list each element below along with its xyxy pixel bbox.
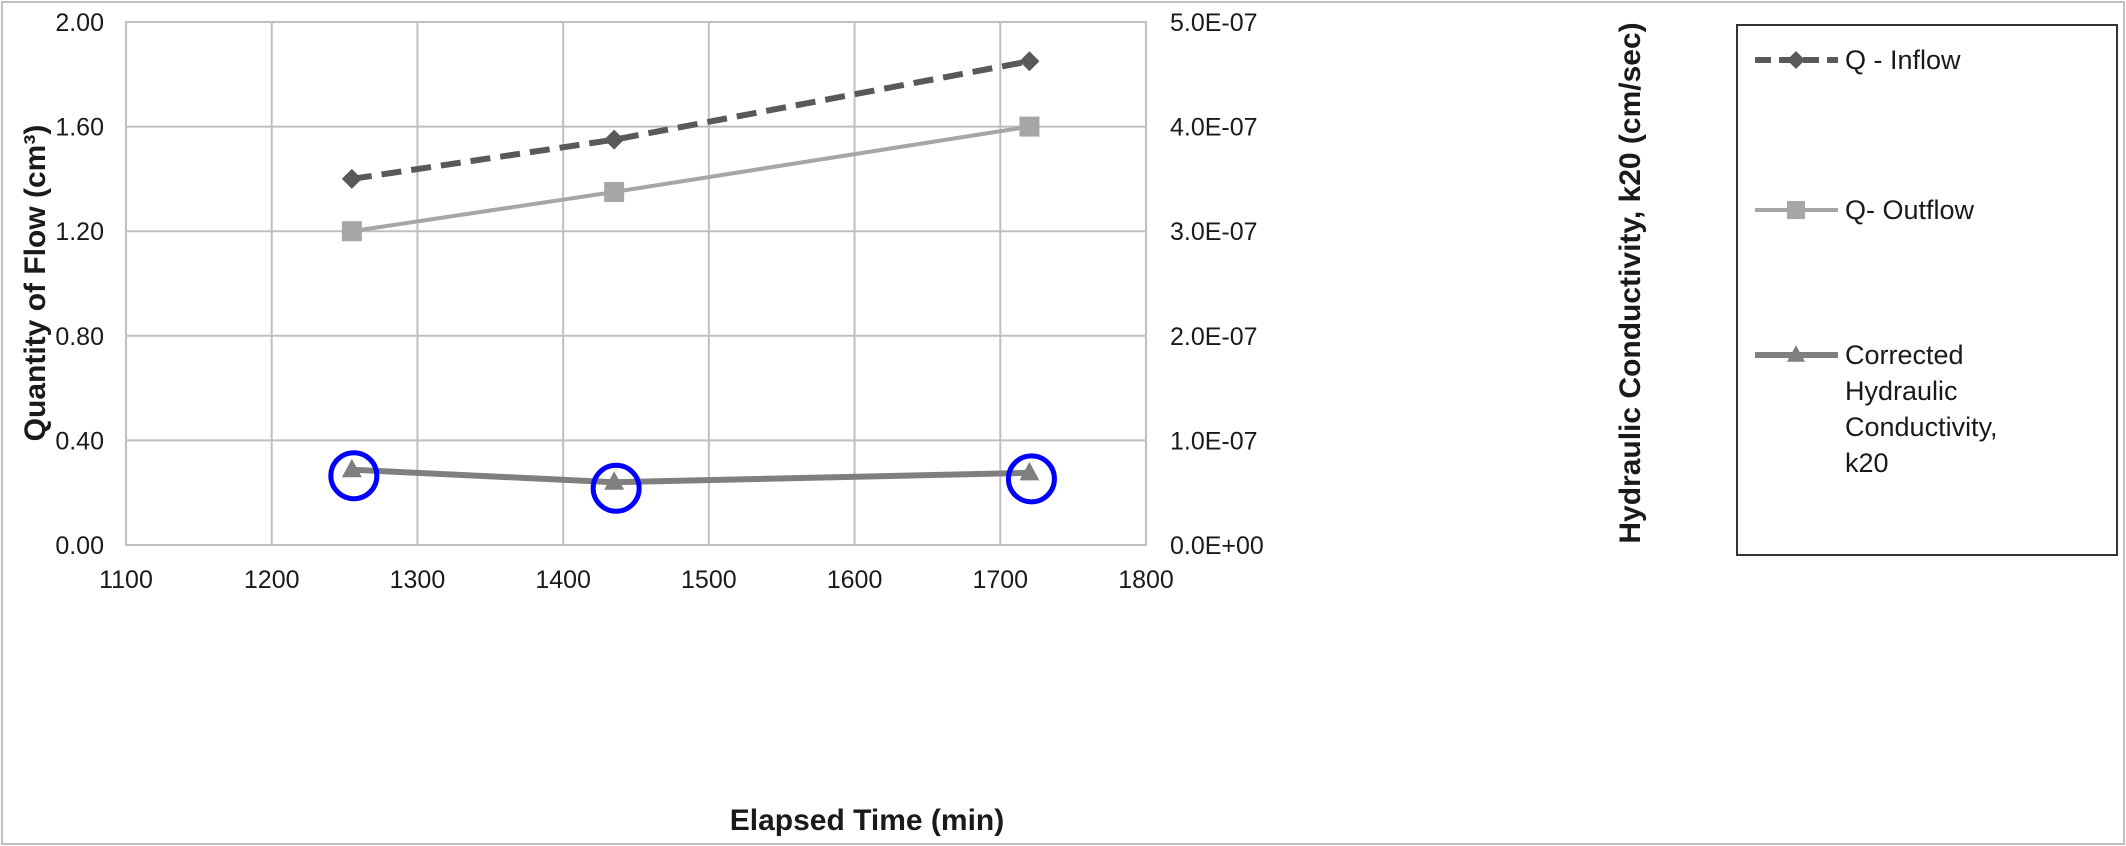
series-triangle: [341, 458, 1040, 490]
diamond-marker: [1787, 51, 1805, 69]
square-marker: [1019, 116, 1040, 137]
x-tick-label: 1500: [681, 566, 737, 594]
series-line: [351, 58, 1030, 182]
triangle-marker: [1787, 345, 1805, 362]
highlight-circle: [328, 450, 380, 502]
x-tick-label: 1100: [99, 566, 153, 594]
y-right-tick-label: 2.0E-07: [1170, 323, 1258, 351]
y-right-tick-label: 0.0E+00: [1170, 532, 1264, 560]
series-diamond: [341, 51, 1040, 189]
legend-label: Conductivity,: [1845, 412, 1998, 442]
y-left-tick-label: 1.60: [55, 114, 104, 142]
y-right-tick-label: 1.0E-07: [1170, 427, 1258, 455]
y-right-tick-label: 5.0E-07: [1170, 9, 1258, 37]
plot-frame: [125, 21, 1147, 546]
legend: Q - Inflow Q- Outflow Corrected Hydraulic Co…: [1736, 24, 2118, 556]
y-right-tick-label: 4.0E-07: [1170, 114, 1258, 142]
y-left-tick-label: 0.40: [55, 427, 104, 455]
x-tick-label: 1200: [244, 566, 300, 594]
x-axis-title: Elapsed Time (min): [730, 804, 1005, 837]
square-marker: [341, 221, 362, 242]
annotation-layer: [328, 450, 1057, 514]
square-marker: [604, 181, 625, 202]
highlight-circle: [590, 462, 642, 514]
triangle-marker: [604, 471, 625, 490]
x-tick-label: 1700: [972, 566, 1028, 594]
legend-label: Corrected: [1845, 340, 1964, 370]
y-axis-left-title: Quantity of Flow (cm³): [19, 125, 52, 442]
y-left-tick-label: 0.00: [55, 532, 104, 560]
legend-label: k20: [1845, 448, 1889, 478]
y-axis-right-title: Hydraulic Conductivity, k20 (cm/sec): [1614, 22, 1647, 543]
gridlines: [125, 21, 1147, 546]
tick-labels: 1100 1200 1300 1400 1500 1600 1700 1800 0.00 0.40…: [55, 9, 1264, 594]
square-marker: [1787, 201, 1805, 219]
legend-label: Q - Inflow: [1845, 45, 1961, 75]
plot-area: [125, 21, 1147, 546]
y-left-tick-label: 2.00: [55, 9, 104, 37]
legend-box: [1736, 24, 2118, 556]
legend-label: Hydraulic: [1845, 376, 1958, 406]
y-right-tick-label: 3.0E-07: [1170, 218, 1258, 246]
legend-label: Q- Outflow: [1845, 195, 1975, 225]
x-tick-label: 1800: [1118, 566, 1174, 594]
x-tick-label: 1600: [827, 566, 883, 594]
y-left-tick-label: 1.20: [55, 218, 104, 246]
x-tick-label: 1300: [390, 566, 446, 594]
x-tick-label: 1400: [535, 566, 591, 594]
series-square: [341, 116, 1040, 242]
diamond-marker: [604, 129, 625, 150]
series-layer: [341, 51, 1040, 490]
diamond-marker: [341, 168, 362, 189]
diamond-marker: [1019, 51, 1040, 72]
y-left-tick-label: 0.80: [55, 323, 104, 351]
triangle-marker: [1019, 461, 1040, 481]
triangle-marker: [341, 458, 362, 478]
highlight-circle: [1005, 453, 1057, 505]
